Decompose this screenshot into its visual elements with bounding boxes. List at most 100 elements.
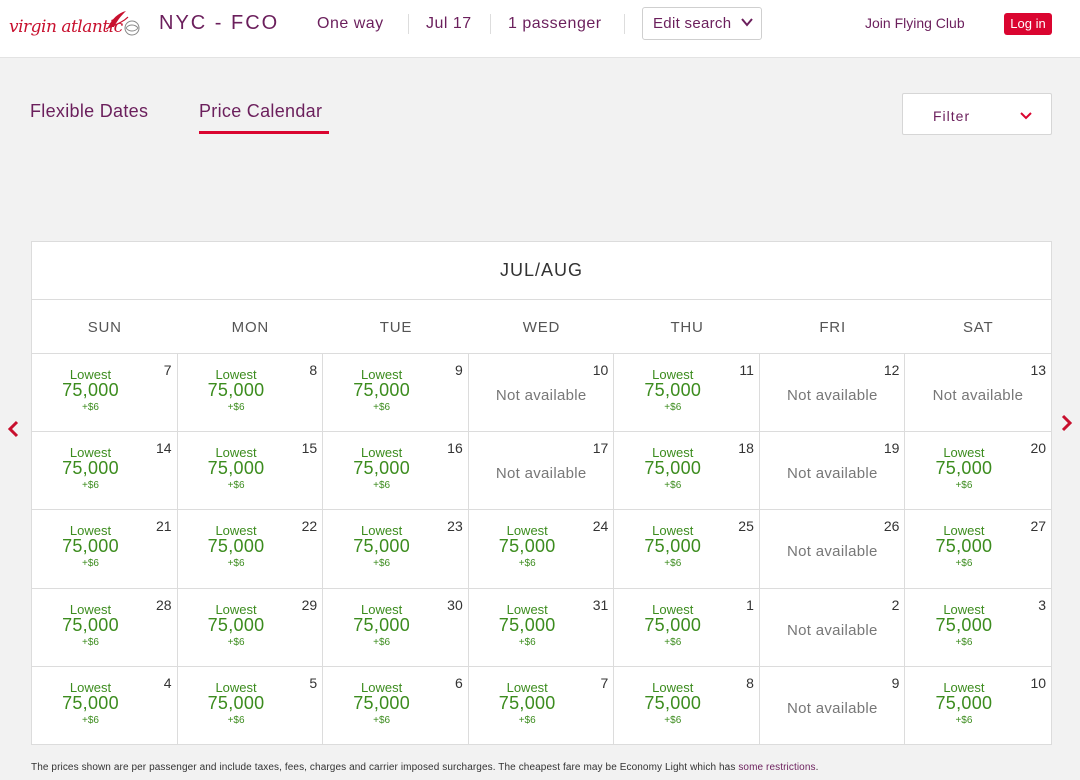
calendar-day-unavailable: 17 Not available	[468, 432, 615, 511]
not-available-label: Not available	[787, 465, 878, 483]
tax-fee: +$6	[227, 714, 245, 726]
lowest-label: Lowest	[215, 445, 257, 461]
calendar-day-available[interactable]: 5 Lowest 75,000 +$6	[178, 666, 324, 745]
calendar-day-available[interactable]: 20 Lowest 75,000 +$6	[905, 432, 1052, 511]
calendar-day-available[interactable]: 22 Lowest 75,000 +$6	[177, 510, 324, 589]
points-price: 75,000	[207, 536, 265, 557]
filter-dropdown[interactable]: Filter	[902, 93, 1052, 135]
calendar-day-available[interactable]: 29 Lowest 75,000 +$6	[177, 588, 324, 667]
footnote-text: The prices shown are per passenger and i…	[31, 762, 739, 773]
calendar-day-available[interactable]: 15 Lowest 75,000 +$6	[177, 432, 324, 511]
tax-fee: +$6	[955, 480, 973, 492]
calendar-day-available[interactable]: 6 Lowest 75,000 +$6	[323, 666, 469, 745]
calendar-day-available[interactable]: 30 Lowest 75,000 +$6	[323, 588, 469, 667]
calendar-day-unavailable: 12 Not available	[759, 354, 906, 433]
lowest-label: Lowest	[69, 601, 112, 617]
edit-search-button[interactable]: Edit search	[642, 7, 762, 40]
calendar-day-available[interactable]: 24 Lowest 75,000 +$6	[468, 510, 615, 589]
day-number: 21	[156, 518, 172, 535]
calendar-day-available[interactable]: 10 Lowest 75,000 +$6	[905, 667, 1051, 745]
divider	[624, 14, 625, 34]
tax-fee: +$6	[373, 636, 391, 648]
tax-fee: +$6	[518, 714, 536, 726]
points-price: 75,000	[353, 380, 411, 400]
tax-fee: +$6	[227, 480, 245, 492]
calendar-day-available[interactable]: 21 Lowest 75,000 +$6	[32, 510, 178, 589]
day-number: 31	[592, 596, 609, 613]
chevron-right-icon[interactable]	[1060, 414, 1074, 432]
calendar-day-available[interactable]: 1 Lowest 75,000 +$6	[614, 588, 760, 667]
points-price: 75,000	[353, 692, 411, 713]
chevron-down-icon	[741, 18, 753, 27]
calendar-day-available[interactable]: 7 Lowest 75,000 +$6	[469, 666, 615, 745]
calendar-day-available[interactable]: 8 Lowest 75,000 +$6	[177, 354, 324, 433]
not-available-label: Not available	[932, 387, 1024, 404]
day-number: 29	[301, 596, 318, 613]
day-number: 6	[454, 674, 463, 691]
lowest-label: Lowest	[361, 523, 403, 539]
lowest-label: Lowest	[361, 445, 403, 461]
divider	[490, 14, 491, 34]
login-button[interactable]: Log in	[1004, 13, 1052, 35]
day-number: 26	[883, 518, 900, 535]
calendar-day-available[interactable]: 25 Lowest 75,000 +$6	[614, 510, 760, 589]
virgin-atlantic-logo[interactable]: virgin atlantic	[9, 9, 144, 41]
calendar-day-available[interactable]: 9 Lowest 75,000 +$6	[323, 354, 469, 433]
weekday-thu: THU	[670, 319, 704, 336]
lowest-label: Lowest	[215, 601, 257, 617]
trip-type: One way	[317, 15, 384, 32]
lowest-label: Lowest	[506, 523, 548, 539]
points-price: 75,000	[935, 614, 993, 635]
tax-fee: +$6	[518, 636, 536, 648]
calendar-day-available[interactable]: 14 Lowest 75,000 +$6	[32, 432, 178, 511]
tax-fee: +$6	[373, 480, 391, 492]
day-number: 10	[1030, 674, 1047, 691]
calendar-day-available[interactable]: 16 Lowest 75,000 +$6	[323, 432, 469, 511]
tab-flexible-dates[interactable]: Flexible Dates	[30, 101, 149, 121]
calendar-day-available[interactable]: 3 Lowest 75,000 +$6	[905, 589, 1052, 667]
day-number: 12	[883, 362, 900, 378]
day-number: 15	[301, 440, 318, 457]
tax-fee: +$6	[955, 714, 973, 726]
calendar-day-available[interactable]: 31 Lowest 75,000 +$6	[468, 588, 615, 667]
day-number: 2	[891, 596, 900, 613]
tax-fee: +$6	[664, 558, 682, 570]
route-title: NYC - FCO	[159, 12, 280, 34]
calendar-day-unavailable: 13 Not available	[905, 354, 1052, 433]
tax-fee: +$6	[82, 714, 99, 726]
logo-text: virgin atlantic	[9, 17, 123, 37]
day-number: 19	[883, 440, 900, 457]
tax-fee: +$6	[955, 636, 973, 648]
lowest-label: Lowest	[943, 679, 985, 695]
calendar-day-available[interactable]: 23 Lowest 75,000 +$6	[323, 510, 469, 589]
calendar-day-available[interactable]: 11 Lowest 75,000 +$6	[614, 354, 760, 433]
points-price: 75,000	[644, 458, 702, 479]
calendar-day-available[interactable]: 7 Lowest 75,000 +$6	[32, 354, 178, 433]
chevron-down-icon	[1020, 112, 1032, 120]
calendar-day-available[interactable]: 27 Lowest 75,000 +$6	[905, 510, 1052, 589]
points-price: 75,000	[498, 692, 556, 713]
day-number: 4	[163, 674, 172, 691]
day-number: 25	[738, 518, 754, 535]
calendar-day-available[interactable]: 18 Lowest 75,000 +$6	[614, 432, 760, 511]
points-price: 75,000	[62, 692, 119, 713]
calendar-day-available[interactable]: 8 Lowest 75,000 +$6	[614, 666, 760, 745]
calendar-day-available[interactable]: 4 Lowest 75,000 +$6	[32, 666, 178, 745]
calendar-day-unavailable: 2 Not available	[759, 588, 906, 667]
calendar-day-unavailable: 26 Not available	[759, 510, 906, 589]
join-flying-club-link[interactable]: Join Flying Club	[865, 15, 965, 31]
weekday-sat: SAT	[962, 319, 994, 336]
tab-price-calendar[interactable]: Price Calendar	[199, 101, 323, 121]
day-number: 16	[447, 440, 463, 457]
lowest-label: Lowest	[652, 445, 694, 461]
chevron-left-icon[interactable]	[6, 420, 20, 438]
day-number: 28	[156, 596, 172, 613]
restrictions-link[interactable]: some restrictions	[738, 762, 816, 773]
lowest-label: Lowest	[361, 367, 403, 382]
tax-fee: +$6	[373, 714, 391, 726]
calendar-day-available[interactable]: 28 Lowest 75,000 +$6	[32, 588, 178, 667]
day-number: 27	[1030, 518, 1047, 535]
lowest-label: Lowest	[69, 367, 112, 382]
day-number: 8	[746, 674, 754, 691]
day-number: 23	[447, 518, 463, 535]
